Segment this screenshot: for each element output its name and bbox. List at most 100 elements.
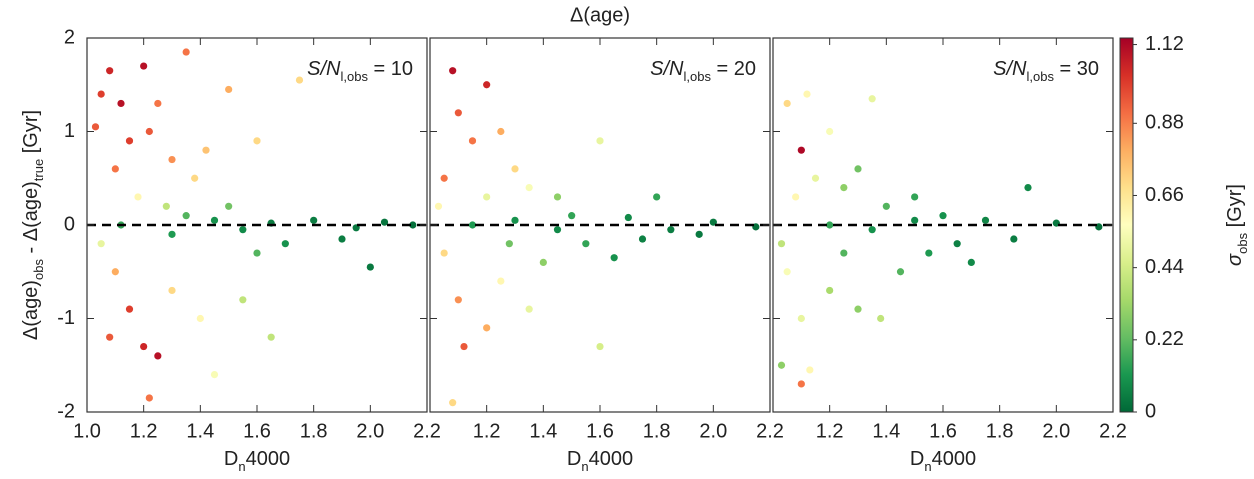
x-tick-label: 2.0 [356,420,384,442]
data-point [366,263,374,271]
subscript: obs [31,259,46,280]
data-point [111,268,119,276]
data-point [695,230,703,238]
x-tick-label: 1.8 [300,420,328,442]
x-tick-label: 1.8 [643,420,671,442]
data-point [338,235,346,243]
text-part: = 10 [368,58,413,80]
data-point [97,90,105,98]
data-point [202,146,210,154]
y-tick-label: -1 [57,307,75,329]
y-axis-label: Δ(age)obs - Δ(age)true [Gyr] [20,110,46,340]
text-part: D [910,448,924,470]
panel-annotation: S/Nl,obs = 10 [307,58,413,84]
text-part: D [567,448,581,470]
data-point [468,137,477,145]
data-point [483,324,491,332]
data-point [568,212,576,220]
x-tick-label: 2.2 [756,420,784,442]
data-point [111,165,119,173]
data-point [826,127,834,136]
x-tick-label: 1.2 [473,420,501,442]
data-point [409,221,417,229]
data-point [777,361,786,369]
data-point [939,212,947,220]
data-point [967,258,975,266]
data-point [896,268,905,276]
data-point [106,67,114,75]
data-point [596,137,604,145]
subscript: n [238,459,245,474]
y-tick-label: 1 [64,120,75,142]
text-part: S/N [650,58,684,80]
data-point [497,277,505,285]
x-tick-label: 2.0 [1042,420,1070,442]
x-tick-label: 2.2 [1099,420,1127,442]
x-tick-label: 1.6 [929,420,957,442]
data-point [140,62,148,70]
data-point [854,305,862,313]
data-point [826,221,834,229]
data-point [840,249,848,257]
data-point [483,193,491,201]
panel-annotation: S/Nl,obs = 30 [993,58,1099,84]
data-point [553,193,562,201]
x-tick-label: 1.8 [986,420,1014,442]
colorbar-tick-label: 0.22 [1145,328,1184,350]
panel-annotation: S/Nl,obs = 20 [650,58,756,84]
data-point [981,216,990,224]
data-point [505,240,513,248]
data-point [125,305,134,313]
data-point [295,76,304,84]
data-point [925,249,933,257]
data-point [145,127,153,136]
text-part: = 30 [1054,58,1099,80]
data-point [440,174,448,182]
data-point [117,99,125,108]
data-point [911,216,919,224]
data-point [539,258,547,266]
data-point [667,226,675,234]
data-point [154,99,162,108]
subscript: n [581,459,588,474]
data-point [953,240,961,248]
x-tick-label: 1.4 [186,420,214,442]
data-point [882,202,890,210]
y-tick-label: 2 [64,26,75,48]
data-point [777,240,786,248]
text-part: [Gyr] [1224,184,1246,233]
x-axis-label: Dn4000 [567,448,633,474]
subscript: l,obs [1026,69,1054,84]
text-part: = 20 [711,58,756,80]
data-point [792,193,800,201]
data-point [752,223,760,231]
data-point [653,193,661,201]
data-point [267,333,275,341]
colorbar-tick-label: 0.88 [1145,112,1184,134]
data-point [454,109,462,117]
data-point [210,216,219,224]
colorbar-tick-label: 0 [1145,400,1156,422]
data-point [168,230,176,238]
data-point [106,333,114,341]
data-point [310,216,318,224]
data-point [497,127,505,136]
data-point [145,394,153,402]
data-point [806,366,814,374]
data-point [582,240,590,248]
x-axis-label: Dn4000 [224,448,290,474]
x-tick-label: 1.0 [73,420,101,442]
data-point [553,226,562,234]
chart-title: Δ(age) [570,4,630,26]
subscript: true [31,159,46,181]
data-point [253,249,261,257]
data-point [134,193,142,201]
data-point [154,352,162,360]
data-point [840,184,848,192]
data-point [454,296,462,304]
data-point [868,95,876,103]
data-point [239,296,247,304]
subscript: l,obs [683,69,711,84]
